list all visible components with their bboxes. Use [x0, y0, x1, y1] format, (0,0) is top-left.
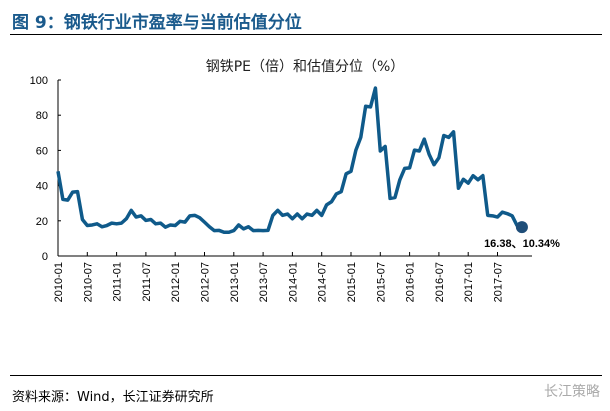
x-tick-label: 2011-01 [112, 262, 124, 302]
x-tick-label: 2010-07 [82, 262, 94, 302]
x-tick-label: 2012-07 [200, 262, 212, 302]
latest-value-label: 16.38、10.34% [484, 238, 560, 250]
x-tick-label: 2017-07 [493, 262, 505, 302]
watermark: 长江策略 [544, 384, 600, 400]
top-divider [10, 34, 602, 35]
y-tick-label: 20 [36, 216, 48, 228]
x-tick-label: 2015-01 [346, 262, 358, 302]
x-tick-label: 2015-07 [375, 262, 387, 302]
y-tick-label: 100 [30, 75, 48, 87]
x-tick-label: 2013-01 [229, 262, 241, 302]
chart-title: 钢铁PE（倍）和估值分位（%） [205, 59, 405, 75]
x-tick-label: 2012-01 [170, 262, 182, 302]
figure-title: 图 9：钢铁行业市盈率与当前估值分位 [12, 13, 302, 33]
y-tick-label: 60 [36, 145, 48, 157]
source-note: 资料来源：Wind，长江证券研究所 [12, 390, 214, 405]
x-tick-label: 2011-07 [141, 262, 153, 302]
x-tick-label: 2010-01 [53, 262, 65, 302]
x-tick-label: 2014-01 [287, 262, 299, 302]
y-tick-label: 0 [42, 251, 48, 263]
bottom-divider [10, 375, 602, 376]
x-tick-label: 2017-01 [463, 262, 475, 302]
y-tick-label: 80 [36, 110, 48, 122]
x-tick-label: 2016-01 [405, 262, 417, 302]
latest-value-marker [515, 221, 528, 234]
pe-series-line [56, 86, 523, 235]
x-tick-label: 2016-07 [434, 262, 446, 302]
y-tick-label: 40 [36, 181, 48, 193]
x-tick-label: 2013-07 [258, 262, 270, 302]
x-tick-label: 2014-07 [317, 262, 329, 302]
